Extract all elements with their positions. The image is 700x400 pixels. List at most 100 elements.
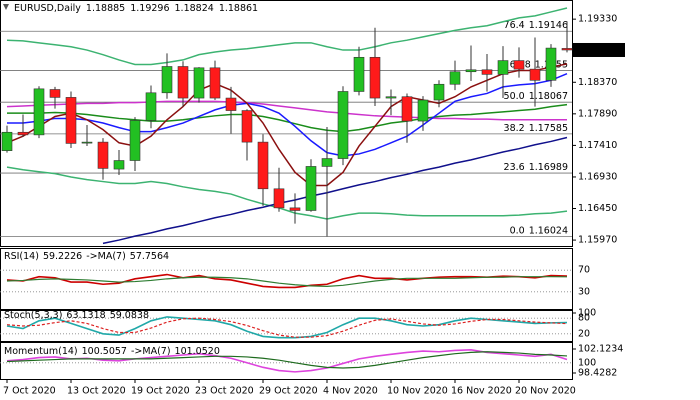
candle-body bbox=[65, 97, 77, 144]
y-tick-label: 102.1234 bbox=[578, 344, 623, 355]
current-price-box bbox=[573, 42, 625, 57]
indicator-line bbox=[6, 316, 568, 339]
y-tick-label: 30 bbox=[578, 286, 590, 297]
y-tick-label: 100 bbox=[578, 357, 596, 368]
indicator-line bbox=[6, 351, 568, 369]
y-tick-label: 1.17890 bbox=[578, 108, 617, 119]
candle-body bbox=[273, 188, 285, 209]
indicator-line bbox=[6, 317, 568, 338]
candle-body bbox=[305, 166, 317, 211]
indicator-value: 57.7564 bbox=[130, 251, 169, 262]
symbol-icon bbox=[3, 4, 9, 10]
indicator-subtitle: ->MA(7) bbox=[131, 346, 171, 357]
x-tick-label: 10 Nov 2020 bbox=[387, 386, 448, 397]
stoch-panel-frame bbox=[0, 310, 573, 342]
fib-label: 23.6 1.16989 bbox=[504, 162, 568, 173]
candle-body bbox=[129, 120, 141, 161]
indicator-subtitle: ->MA(7) bbox=[86, 251, 126, 262]
indicator-value: 100.5057 bbox=[82, 346, 127, 357]
fib-price: 1.19146 bbox=[529, 20, 568, 31]
candle-body bbox=[113, 160, 125, 170]
moving-average-line bbox=[102, 136, 568, 245]
moving-average-line bbox=[6, 63, 568, 187]
candle-body bbox=[289, 207, 301, 211]
fib-ratio: 23.6 bbox=[504, 162, 525, 173]
momentum-panel-frame bbox=[0, 342, 573, 380]
fib-price: 1.18067 bbox=[529, 91, 568, 102]
fib-label: 0.0 1.16024 bbox=[510, 225, 568, 236]
candle-body bbox=[353, 56, 365, 92]
candle-body bbox=[513, 60, 525, 70]
moving-average-line bbox=[6, 100, 567, 121]
header-ohlc-value: 1.19296 bbox=[130, 3, 169, 14]
candle-body bbox=[369, 56, 381, 99]
candle-body bbox=[401, 96, 413, 122]
indicator-value: 63.1318 bbox=[66, 310, 105, 321]
fib-price: 1.16024 bbox=[529, 225, 568, 236]
fib-ratio: 38.2 bbox=[504, 122, 525, 133]
candle-body bbox=[257, 141, 269, 190]
candle-body bbox=[465, 69, 477, 73]
candle-body bbox=[225, 97, 237, 111]
candle-body bbox=[97, 141, 109, 169]
candle-body bbox=[529, 68, 541, 81]
indicator-title: Stoch(5,3,3) bbox=[4, 310, 62, 321]
candle-body bbox=[433, 83, 445, 101]
candle-body bbox=[561, 48, 573, 51]
candle-body bbox=[497, 60, 509, 75]
x-tick-label: 7 Oct 2020 bbox=[3, 386, 56, 397]
y-tick-label: 1.17410 bbox=[578, 140, 617, 151]
moving-average-line bbox=[7, 103, 568, 133]
candle-body bbox=[321, 158, 333, 167]
candle-body bbox=[337, 91, 349, 159]
indicator-line bbox=[6, 348, 568, 373]
x-tick-label: 4 Nov 2020 bbox=[323, 386, 378, 397]
fib-label: 50.0 1.18067 bbox=[504, 91, 568, 102]
candle-body bbox=[145, 92, 157, 121]
candle-body bbox=[17, 131, 29, 136]
fib-price: 1.16989 bbox=[529, 162, 568, 173]
x-tick-label: 13 Oct 2020 bbox=[67, 386, 126, 397]
y-tick-label: 1.16450 bbox=[578, 203, 617, 214]
x-tick-label: 29 Oct 2020 bbox=[259, 386, 318, 397]
y-tick-label: 98.4282 bbox=[578, 368, 617, 379]
y-tick-label: 1.15970 bbox=[578, 235, 617, 246]
x-tick-label: 19 Oct 2020 bbox=[131, 386, 190, 397]
candle-body bbox=[33, 88, 45, 136]
y-tick-label: 1.19330 bbox=[578, 14, 617, 25]
header-ohlc-value: 1.18824 bbox=[175, 3, 214, 14]
indicator-title: Momentum(14) bbox=[4, 346, 78, 357]
candle-body bbox=[481, 69, 493, 75]
header-ohlc-value: 1.18861 bbox=[219, 3, 258, 14]
y-tick-label: 100 bbox=[578, 308, 596, 319]
y-tick-label: 20 bbox=[578, 328, 590, 339]
indicator-readout: Momentum(14) 100.5057 ->MA(7) 101.0520 bbox=[4, 346, 220, 357]
y-tick-label: 1.16930 bbox=[578, 171, 617, 182]
indicator-value: 59.2226 bbox=[43, 251, 82, 262]
header-ohlc-value: 1.18885 bbox=[86, 3, 125, 14]
fib-ratio: 50.0 bbox=[504, 91, 525, 102]
x-tick-label: 23 Oct 2020 bbox=[195, 386, 254, 397]
indicator-readout: RSI(14) 59.2226 ->MA(7) 57.7564 bbox=[4, 251, 169, 262]
candle-body bbox=[1, 131, 13, 151]
candle-body bbox=[209, 67, 221, 99]
current-price-label: 1.18861 bbox=[577, 44, 620, 55]
x-tick-label: 20 Nov 2020 bbox=[515, 386, 576, 397]
indicator-value: 59.0838 bbox=[110, 310, 149, 321]
fib-ratio: 76.4 bbox=[504, 20, 525, 31]
y-tick-label: 70 bbox=[578, 265, 590, 276]
rsi-panel-frame bbox=[0, 248, 573, 310]
candle-body bbox=[193, 67, 205, 99]
candle-body bbox=[241, 110, 253, 143]
fib-label: 76.4 1.19146 bbox=[504, 20, 568, 31]
indicator-line bbox=[6, 273, 568, 289]
indicator-line bbox=[6, 276, 568, 288]
chart-header: EURUSD,Daily 1.18885 1.19296 1.18824 1.18861 bbox=[14, 3, 258, 14]
candle-body bbox=[449, 71, 461, 85]
candle-body bbox=[417, 99, 429, 122]
candle-body bbox=[385, 96, 397, 99]
chart-title: EURUSD,Daily bbox=[14, 3, 81, 14]
indicator-title: RSI(14) bbox=[4, 251, 39, 262]
